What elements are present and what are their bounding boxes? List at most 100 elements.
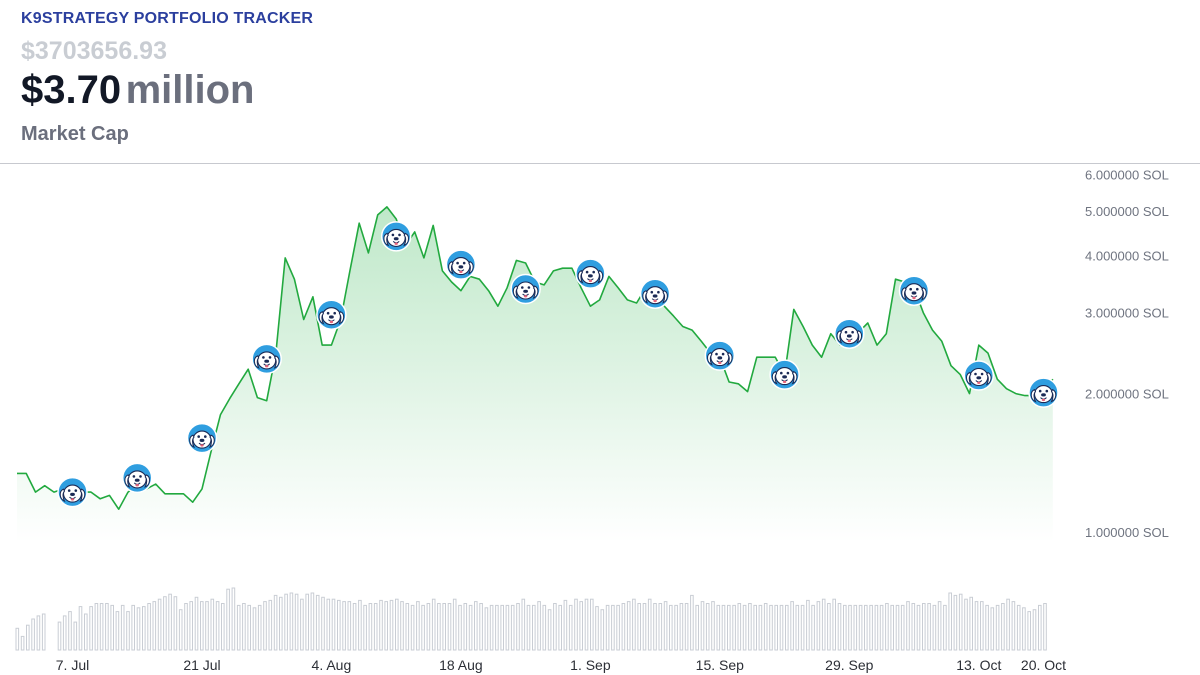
header: K9STRATEGY PORTFOLIO TRACKER $3703656.93… (21, 10, 313, 146)
volume-bar (152, 601, 157, 651)
volume-bar (958, 593, 963, 651)
volume-bar (848, 604, 852, 651)
volume-bar (294, 593, 299, 651)
volume-bar (663, 601, 668, 651)
volume-bar (495, 604, 499, 651)
volume-bar (700, 601, 705, 651)
volume-bar (131, 604, 135, 651)
volume-bar (906, 601, 910, 651)
series-area (17, 206, 1053, 542)
dog-face-icon (251, 343, 282, 375)
volume-bar (1043, 603, 1047, 651)
volume-bar (400, 601, 404, 651)
volume-bar (611, 604, 615, 651)
x-tick-label: 20. Oct (1021, 657, 1066, 673)
volume-bar (721, 604, 726, 651)
volume-bar (732, 604, 736, 651)
raw-market-cap: $3703656.93 (21, 37, 167, 65)
volume-bar (305, 593, 309, 651)
volume-bar (157, 598, 162, 651)
volume-bar (542, 604, 547, 651)
volume-bar (1032, 609, 1037, 651)
volume-bar (605, 604, 610, 651)
dog-face-icon (57, 476, 88, 508)
volume-bar (105, 603, 109, 651)
volume-bar (774, 604, 779, 651)
volume-bar (679, 603, 684, 651)
volume-bar (442, 603, 446, 651)
y-tick-label: 6.000000 SOL (1085, 168, 1169, 183)
volume-bar (273, 594, 278, 651)
volume-bar (980, 601, 984, 651)
header-divider (0, 163, 1200, 164)
volume-bar (510, 604, 515, 651)
volume-bar (742, 604, 747, 651)
volume-bar (384, 601, 388, 651)
volume-bar (727, 604, 731, 651)
x-tick-label: 1. Sep (570, 657, 611, 673)
volume-bars (15, 587, 1047, 651)
volume-bar (363, 604, 367, 651)
volume-bar (395, 598, 399, 651)
volume-bar (974, 601, 979, 651)
dog-face-icon (510, 273, 541, 305)
volume-bar (1027, 611, 1032, 651)
volume-bar (858, 604, 863, 651)
volume-bar (763, 603, 768, 651)
volume-bar (489, 604, 494, 651)
dog-face-icon (963, 360, 995, 391)
volume-bar (895, 604, 900, 651)
volume-bar (885, 603, 889, 651)
volume-bar (832, 598, 837, 651)
volume-bar (753, 604, 758, 651)
volume-bar (41, 613, 46, 651)
volume-bar (347, 601, 352, 651)
volume-bar (84, 613, 88, 651)
volume-bar (1011, 601, 1016, 651)
volume-bar (632, 598, 636, 651)
volume-bar (711, 601, 715, 651)
volume-bar (616, 604, 620, 651)
volume-bar (684, 603, 689, 651)
brand-title: K9STRATEGY PORTFOLIO TRACKER (21, 10, 314, 27)
volume-bar (932, 604, 937, 651)
volume-bar (985, 604, 989, 651)
market-cap-unit: million (125, 68, 255, 112)
x-tick-label: 29. Sep (825, 657, 873, 673)
volume-bar (1006, 598, 1010, 651)
volume-bar (647, 598, 652, 651)
volume-bar (653, 603, 657, 651)
volume-bar (189, 601, 193, 651)
volume-bar (252, 607, 257, 651)
volume-bar (36, 615, 41, 651)
dog-face-icon (186, 422, 218, 454)
volume-bar (194, 596, 199, 651)
dog-face-icon (639, 278, 671, 309)
volume-bar (379, 599, 383, 651)
volume-bar (73, 621, 78, 651)
volume-bar (57, 621, 62, 651)
area-fill (17, 206, 1053, 542)
volume-bar (584, 598, 589, 651)
volume-bar (284, 593, 288, 651)
volume-bar (231, 587, 236, 651)
volume-bar (568, 604, 573, 651)
volume-bar (452, 598, 457, 651)
volume-bar (716, 604, 721, 651)
volume-bar (447, 603, 452, 651)
volume-bar (368, 603, 373, 651)
volume-bar (995, 604, 1000, 651)
volume-bar (205, 601, 209, 651)
x-tick-label: 13. Oct (956, 657, 1001, 673)
volume-bar (20, 635, 25, 651)
market-cap-headline: $3.70 million (21, 68, 313, 121)
volume-bar (268, 599, 273, 651)
volume-bar (626, 601, 631, 651)
volume-bar (1038, 604, 1042, 651)
volume-bar (642, 603, 647, 651)
volume-bar (147, 603, 151, 651)
volume-bar (853, 604, 858, 651)
volume-bar (78, 606, 83, 651)
volume-bar (916, 604, 921, 651)
